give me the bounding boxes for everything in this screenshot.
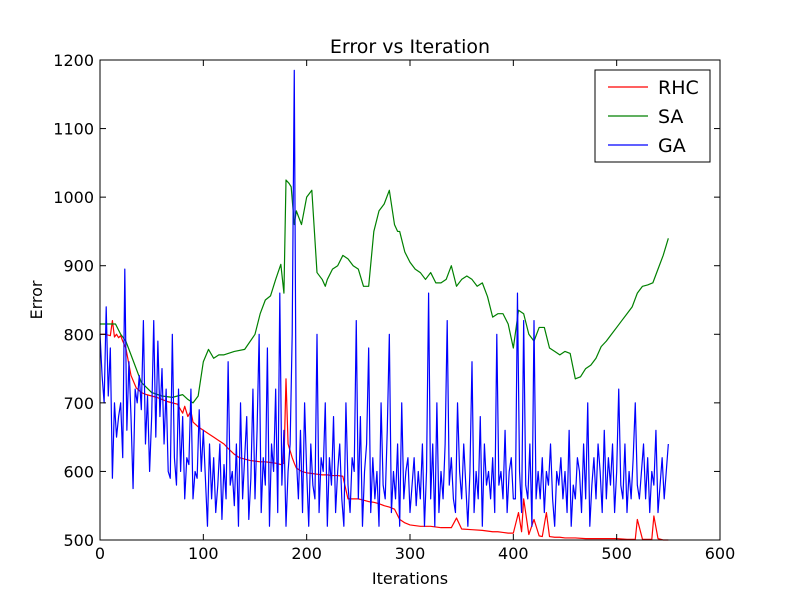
series-layer	[99, 69, 669, 541]
y-tick-label: 1100	[53, 120, 94, 139]
y-tick-label: 500	[63, 531, 94, 550]
y-tick-label: 600	[63, 462, 94, 481]
legend-label-sa: SA	[658, 106, 683, 128]
x-tick-label: 200	[291, 544, 322, 563]
series-line-rhc	[100, 319, 669, 541]
legend: RHC SA GA	[594, 69, 711, 163]
y-axis: 500 600 700 800 900 1000 1100 1200	[53, 51, 720, 550]
x-tick-label: 400	[498, 544, 529, 563]
x-tick-label: 300	[395, 544, 426, 563]
series-line-sa	[100, 179, 669, 404]
x-axis: 0 100 200 300 400 500 600	[95, 60, 735, 563]
x-tick-label: 500	[601, 544, 632, 563]
y-tick-label: 800	[63, 325, 94, 344]
legend-label-ga: GA	[658, 135, 686, 157]
y-tick-label: 900	[63, 257, 94, 276]
series-line-ga	[99, 69, 669, 527]
chart-title: Error vs Iteration	[330, 36, 490, 58]
x-tick-label: 600	[705, 544, 736, 563]
y-tick-label: 700	[63, 394, 94, 413]
y-tick-label: 1200	[53, 51, 94, 70]
x-tick-label: 100	[188, 544, 219, 563]
x-axis-label: Iterations	[372, 569, 448, 588]
x-tick-label: 0	[95, 544, 105, 563]
y-tick-label: 1000	[53, 188, 94, 207]
y-axis-label: Error	[27, 280, 46, 319]
legend-label-rhc: RHC	[658, 77, 699, 99]
